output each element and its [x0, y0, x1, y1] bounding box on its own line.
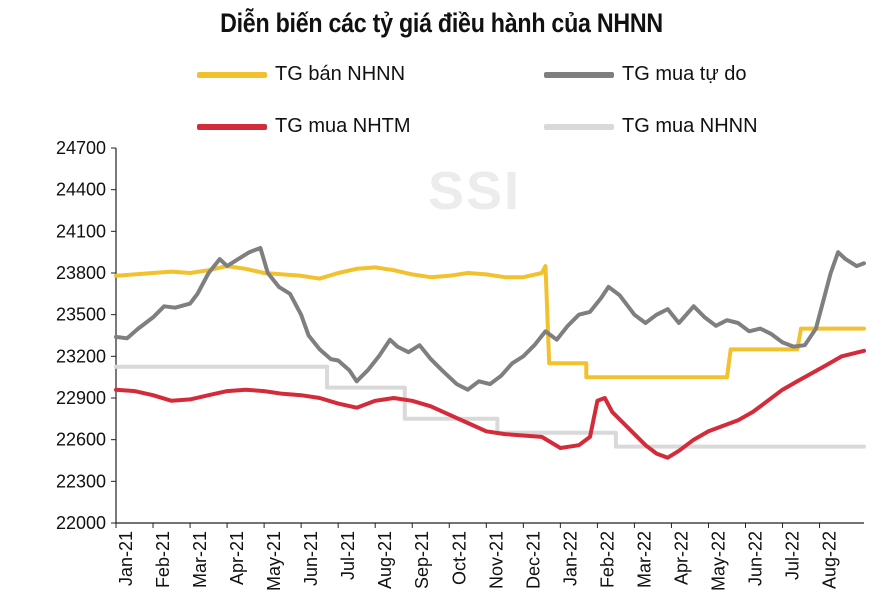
y-tick-label: 22600: [56, 430, 106, 450]
x-tick-label: Sep-21: [412, 531, 432, 589]
x-tick-label: Apr-21: [227, 531, 247, 585]
y-tick-label: 24700: [56, 138, 106, 158]
chart-title: Diễn biến các tỷ giá điều hành của NHNN: [220, 8, 663, 38]
legend-item-tg-mua-nhtm: TG mua NHTM: [197, 115, 411, 138]
x-tick-label: Jul-22: [783, 531, 803, 580]
y-tick-label: 23500: [56, 305, 106, 325]
x-tick-label: Oct-21: [449, 531, 469, 585]
tick-labels: 22000 22300 22600 22900 23200 23500 23800 24100…: [56, 138, 840, 591]
x-tick-label: Jul-21: [338, 531, 358, 580]
y-tick-label: 22000: [56, 513, 106, 533]
legend-item-tg-mua-nhnn: TG mua NHNN: [544, 115, 758, 138]
x-tick-label: Feb-22: [597, 531, 617, 588]
legend-label: TG mua NHTM: [275, 115, 411, 137]
x-tick-label: May-22: [708, 531, 728, 591]
x-tick-label: Apr-22: [671, 531, 691, 585]
legend-swatch: [544, 123, 614, 130]
legend-swatch: [197, 123, 267, 130]
legend-label: TG mua tự do: [622, 63, 747, 85]
y-tick-label: 22900: [56, 388, 106, 408]
x-tick-label: Mar-22: [634, 531, 654, 588]
y-tick-label: 23200: [56, 346, 106, 366]
x-tick-label: Aug-21: [375, 531, 395, 589]
x-tick-label: Dec-21: [523, 531, 543, 589]
legend-swatch: [197, 71, 267, 78]
legend-swatch: [544, 71, 614, 78]
y-tick-label: 23800: [56, 263, 106, 283]
series-line-2: [114, 348, 866, 460]
x-tick-label: Nov-21: [486, 531, 506, 589]
series-line-1: [114, 246, 866, 392]
legend-item-tg-mua-tu-do: TG mua tự do: [544, 63, 747, 86]
x-tick-label: Jan-21: [116, 531, 136, 586]
legend-label: TG mua NHNN: [622, 115, 758, 137]
x-tick-label: Mar-21: [190, 531, 210, 588]
y-tick-label: 24400: [56, 180, 106, 200]
y-tick-label: 24100: [56, 221, 106, 241]
series-line-3: [114, 364, 866, 449]
series-layer: [114, 246, 866, 460]
x-tick-label: Aug-22: [820, 531, 840, 589]
x-tick-label: Jun-22: [746, 531, 766, 586]
x-tick-label: Jun-21: [301, 531, 321, 586]
x-tick-label: Feb-21: [153, 531, 173, 588]
x-tick-label: May-21: [264, 531, 284, 591]
x-tick-label: Jan-22: [560, 531, 580, 586]
watermark: SSI: [428, 161, 522, 221]
legend-label: TG bán NHNN: [275, 63, 406, 85]
series-line-0: [114, 264, 866, 380]
legend-item-tg-ban-nhnn: TG bán NHNN: [197, 63, 405, 86]
y-tick-label: 22300: [56, 471, 106, 491]
